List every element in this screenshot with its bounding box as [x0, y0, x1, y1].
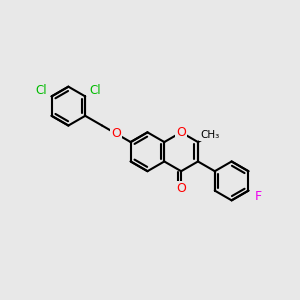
Text: O: O [176, 182, 186, 195]
Text: Cl: Cl [36, 84, 47, 97]
Text: O: O [111, 127, 121, 140]
Text: Cl: Cl [89, 84, 101, 97]
Text: CH₃: CH₃ [200, 130, 219, 140]
Text: F: F [255, 190, 262, 203]
Text: O: O [176, 126, 186, 139]
